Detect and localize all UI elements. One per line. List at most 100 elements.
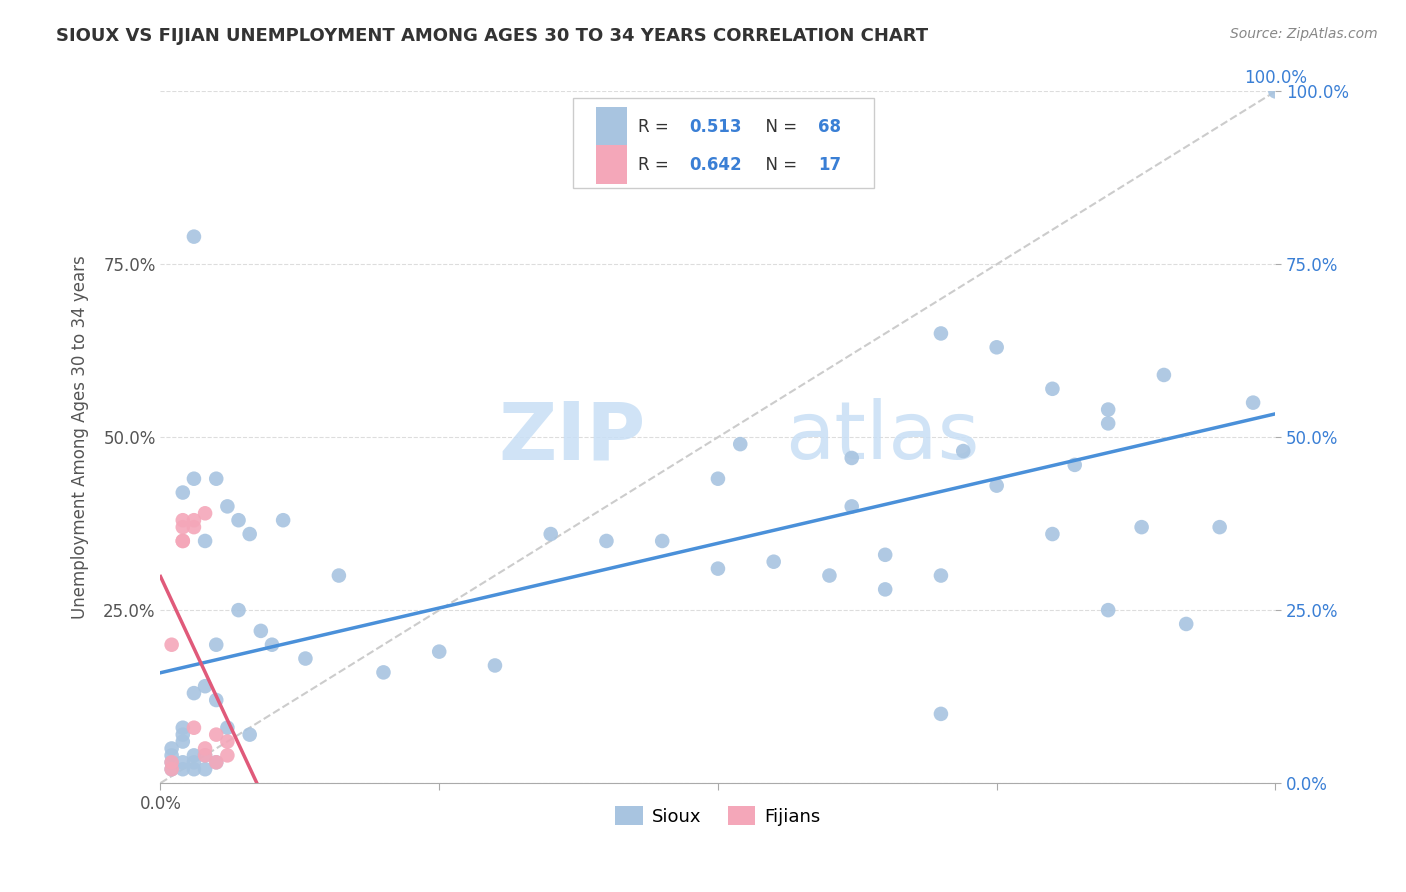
Point <box>929 568 952 582</box>
Point <box>194 533 217 548</box>
Point <box>183 721 205 735</box>
Point <box>194 679 217 693</box>
Text: Source: ZipAtlas.com: Source: ZipAtlas.com <box>1230 27 1378 41</box>
Point <box>205 638 228 652</box>
Point <box>929 706 952 721</box>
Point <box>1042 527 1064 541</box>
Text: 0.642: 0.642 <box>689 155 741 174</box>
Text: R =: R = <box>638 155 673 174</box>
Point <box>875 548 897 562</box>
Point <box>160 748 183 763</box>
Point <box>183 472 205 486</box>
Point <box>183 229 205 244</box>
Point <box>841 500 863 514</box>
Point <box>427 645 450 659</box>
Point <box>1241 395 1264 409</box>
Point <box>217 500 239 514</box>
Point <box>160 741 183 756</box>
Point <box>294 651 316 665</box>
Point <box>728 437 751 451</box>
FancyBboxPatch shape <box>596 145 627 185</box>
Point <box>172 762 194 776</box>
Point <box>986 340 1008 354</box>
Point <box>707 561 730 575</box>
Point <box>183 748 205 763</box>
Point <box>172 533 194 548</box>
Point <box>205 693 228 707</box>
Point <box>1153 368 1175 382</box>
Point <box>1175 617 1198 632</box>
Point <box>762 555 785 569</box>
Point <box>160 762 183 776</box>
Y-axis label: Unemployment Among Ages 30 to 34 years: Unemployment Among Ages 30 to 34 years <box>72 255 89 619</box>
Point <box>160 762 183 776</box>
FancyBboxPatch shape <box>596 107 627 146</box>
Point <box>183 686 205 700</box>
Text: ZIP: ZIP <box>498 398 645 476</box>
Point <box>194 506 217 520</box>
Point <box>484 658 506 673</box>
Point <box>194 741 217 756</box>
Point <box>1097 402 1119 417</box>
Point <box>952 444 974 458</box>
Point <box>172 756 194 770</box>
Point <box>194 748 217 763</box>
Text: N =: N = <box>755 155 801 174</box>
Point <box>205 756 228 770</box>
Point <box>986 478 1008 492</box>
Point <box>1097 417 1119 431</box>
Text: 68: 68 <box>818 118 841 136</box>
Point <box>260 638 283 652</box>
Point <box>217 721 239 735</box>
Point <box>540 527 562 541</box>
Point <box>818 568 841 582</box>
Text: 0.513: 0.513 <box>689 118 741 136</box>
FancyBboxPatch shape <box>574 98 875 188</box>
Point <box>160 756 183 770</box>
Point <box>217 734 239 748</box>
Point <box>328 568 350 582</box>
Point <box>228 513 250 527</box>
Point <box>1063 458 1085 472</box>
Point <box>841 450 863 465</box>
Point <box>205 728 228 742</box>
Point <box>205 756 228 770</box>
Point <box>172 513 194 527</box>
Point <box>194 748 217 763</box>
Point <box>217 748 239 763</box>
Point <box>160 756 183 770</box>
Point <box>1097 603 1119 617</box>
Point <box>172 721 194 735</box>
Point <box>160 638 183 652</box>
Point <box>172 734 194 748</box>
Point <box>250 624 273 638</box>
Text: SIOUX VS FIJIAN UNEMPLOYMENT AMONG AGES 30 TO 34 YEARS CORRELATION CHART: SIOUX VS FIJIAN UNEMPLOYMENT AMONG AGES … <box>56 27 928 45</box>
Point <box>194 762 217 776</box>
Point <box>707 472 730 486</box>
Point <box>271 513 294 527</box>
Text: R =: R = <box>638 118 673 136</box>
Text: 17: 17 <box>818 155 841 174</box>
Point <box>183 756 205 770</box>
Point <box>183 520 205 534</box>
Point <box>172 533 194 548</box>
Point <box>1130 520 1153 534</box>
Text: N =: N = <box>755 118 801 136</box>
Point <box>1264 84 1286 98</box>
Point <box>651 533 673 548</box>
Point <box>875 582 897 597</box>
Point <box>183 513 205 527</box>
Point <box>239 527 262 541</box>
Point <box>239 728 262 742</box>
Point <box>1208 520 1230 534</box>
Point <box>172 728 194 742</box>
Point <box>183 762 205 776</box>
Legend: Sioux, Fijians: Sioux, Fijians <box>609 799 828 833</box>
Point <box>1042 382 1064 396</box>
Point <box>929 326 952 341</box>
Point <box>373 665 395 680</box>
Point <box>205 472 228 486</box>
Text: atlas: atlas <box>785 398 979 476</box>
Point <box>595 533 617 548</box>
Point <box>228 603 250 617</box>
